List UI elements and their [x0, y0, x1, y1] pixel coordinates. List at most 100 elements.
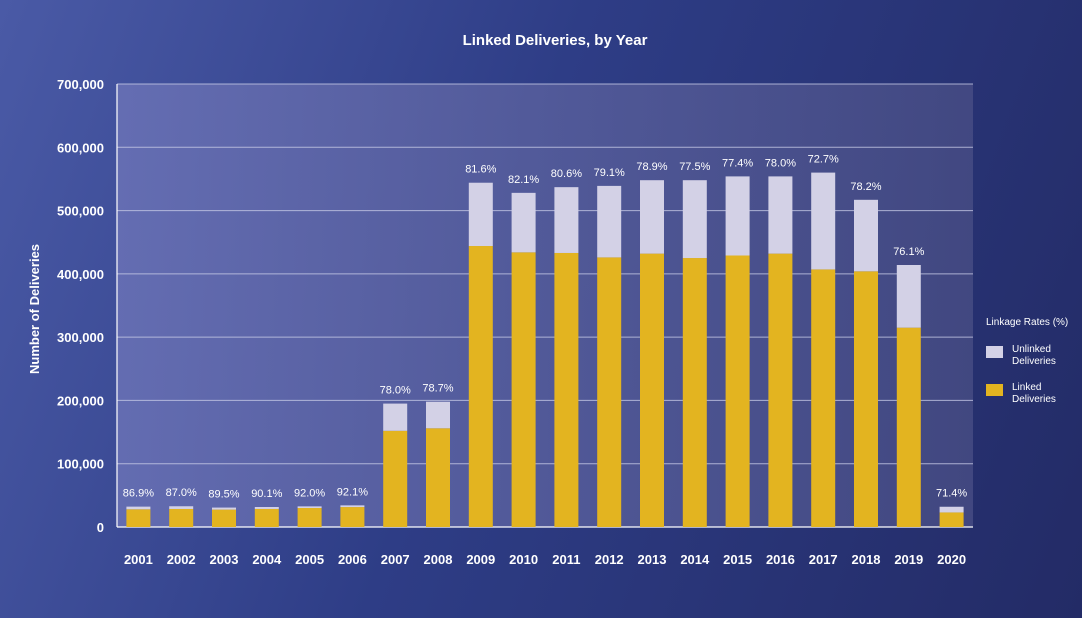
legend-label-linked-1: Linked — [1012, 382, 1041, 393]
rate-label-2001: 86.9% — [123, 488, 154, 500]
bar-linked-2008 — [426, 428, 450, 527]
bar-linked-2013 — [640, 253, 664, 527]
x-tick-label-2004: 2004 — [252, 552, 282, 567]
legend-swatch-linked — [986, 384, 1003, 396]
y-tick-label: 600,000 — [57, 140, 104, 155]
legend: Linkage Rates (%) Unlinked Deliveries Li… — [986, 317, 1068, 405]
bar-linked-2005 — [297, 508, 322, 527]
bar-linked-2015 — [725, 255, 750, 528]
rate-label-2020: 71.4% — [936, 488, 967, 500]
x-tick-label-2008: 2008 — [424, 552, 453, 567]
bar-unlinked-2001 — [126, 506, 151, 510]
bar-linked-2002 — [169, 508, 194, 527]
legend-label-unlinked-1: Unlinked — [1012, 344, 1051, 355]
y-tick-label: 400,000 — [57, 267, 104, 282]
y-tick-label: 300,000 — [57, 330, 104, 345]
bar-unlinked-2019 — [896, 264, 921, 328]
bar-unlinked-2020 — [939, 506, 964, 513]
x-tick-label-2009: 2009 — [466, 552, 495, 567]
bar-linked-2004 — [254, 508, 279, 527]
y-tick-label: 100,000 — [57, 457, 104, 472]
rate-label-2018: 78.2% — [850, 181, 881, 193]
bar-linked-2006 — [340, 507, 365, 527]
legend-title: Linkage Rates (%) — [986, 317, 1068, 328]
bar-linked-2009 — [468, 246, 493, 528]
x-tick-label-2011: 2011 — [552, 552, 580, 567]
x-tick-label-2006: 2006 — [338, 552, 367, 567]
chart-title: Linked Deliveries, by Year — [463, 32, 648, 49]
bar-linked-2001 — [126, 509, 151, 527]
rate-label-2005: 92.0% — [294, 487, 325, 499]
bar-linked-2012 — [597, 257, 622, 527]
bar-unlinked-2011 — [554, 187, 579, 253]
x-tick-label-2020: 2020 — [937, 552, 966, 567]
rate-label-2016: 78.0% — [765, 157, 796, 169]
bar-linked-2011 — [554, 252, 579, 528]
bar-linked-2017 — [811, 269, 836, 527]
bar-unlinked-2013 — [640, 180, 664, 254]
x-tick-label-2005: 2005 — [295, 552, 324, 567]
x-tick-label-2015: 2015 — [723, 552, 752, 567]
bar-unlinked-2012 — [597, 185, 622, 258]
rate-label-2003: 89.5% — [208, 489, 239, 501]
y-tick-label: 500,000 — [57, 204, 104, 219]
bar-linked-2007 — [383, 430, 408, 527]
legend-label-linked-2: Deliveries — [1012, 394, 1056, 405]
x-tick-label-2007: 2007 — [381, 552, 410, 567]
y-axis-ticks: 0 100,000 200,000 300,000 400,000 500,000 600,… — [57, 77, 104, 535]
bar-linked-2014 — [682, 258, 707, 527]
rate-label-2010: 82.1% — [508, 174, 539, 186]
bar-linked-2010 — [511, 252, 536, 527]
x-tick-label-2019: 2019 — [894, 552, 923, 567]
rate-label-2011: 80.6% — [551, 168, 582, 180]
bar-linked-2020 — [939, 512, 964, 527]
y-tick-label: 200,000 — [57, 393, 104, 408]
x-tick-label-2014: 2014 — [680, 552, 710, 567]
rate-label-2017: 72.7% — [808, 154, 839, 166]
bar-unlinked-2017 — [811, 172, 836, 270]
x-tick-label-2003: 2003 — [210, 552, 239, 567]
rate-label-2013: 78.9% — [636, 161, 667, 173]
plot-area — [117, 84, 973, 527]
rate-label-2004: 90.1% — [251, 488, 282, 500]
rate-label-2012: 79.1% — [594, 167, 625, 179]
x-tick-label-2018: 2018 — [852, 552, 881, 567]
x-tick-label-2002: 2002 — [167, 552, 196, 567]
bar-unlinked-2002 — [169, 506, 194, 509]
bar-linked-2003 — [212, 509, 236, 527]
bar-unlinked-2015 — [725, 176, 750, 256]
bar-linked-2019 — [896, 327, 921, 527]
rate-label-2007: 78.0% — [380, 385, 411, 397]
bar-unlinked-2014 — [682, 180, 707, 259]
bar-unlinked-2006 — [340, 505, 365, 508]
bar-unlinked-2004 — [254, 507, 279, 509]
x-tick-label-2013: 2013 — [638, 552, 667, 567]
rate-label-2006: 92.1% — [337, 486, 368, 498]
rate-label-2019: 76.1% — [893, 246, 924, 258]
y-tick-label: 700,000 — [57, 77, 104, 92]
bar-unlinked-2005 — [297, 506, 322, 509]
rate-label-2002: 87.0% — [166, 487, 197, 499]
bar-linked-2018 — [854, 271, 878, 527]
bar-unlinked-2009 — [468, 182, 493, 247]
bar-unlinked-2003 — [212, 507, 236, 510]
bar-unlinked-2018 — [854, 199, 878, 272]
bar-unlinked-2008 — [426, 401, 450, 429]
rate-label-2009: 81.6% — [465, 164, 496, 176]
x-tick-label-2001: 2001 — [124, 552, 153, 567]
rate-label-2008: 78.7% — [422, 383, 453, 395]
bar-unlinked-2010 — [511, 192, 536, 253]
x-axis-ticks: 2001 2002 2003 2004 2005 2006 2007 2008 2009 2010… — [124, 552, 966, 567]
y-tick-label: 0 — [97, 520, 104, 535]
rate-label-2015: 77.4% — [722, 157, 753, 169]
bar-linked-2016 — [768, 253, 793, 527]
x-tick-label-2010: 2010 — [509, 552, 538, 567]
rate-labels: 86.9% 87.0% 89.5% 90.1% 92.0% 92.1% 78.0% 78.7%… — [123, 154, 968, 501]
rate-label-2014: 77.5% — [679, 161, 710, 173]
legend-swatch-unlinked — [986, 346, 1003, 358]
x-tick-label-2016: 2016 — [766, 552, 795, 567]
x-tick-label-2017: 2017 — [809, 552, 838, 567]
bars — [126, 172, 964, 528]
y-axis-label: Number of Deliveries — [27, 244, 42, 374]
